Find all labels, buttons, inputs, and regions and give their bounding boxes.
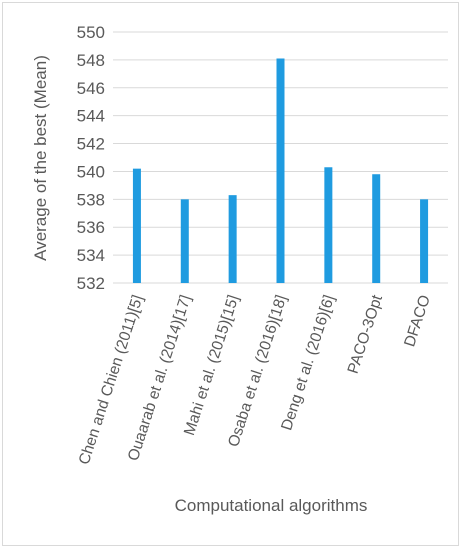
- bar: [420, 199, 429, 283]
- y-tick-label: 542: [77, 135, 105, 154]
- y-tick-label: 540: [77, 162, 105, 181]
- bar: [276, 58, 285, 283]
- y-tick-labels: 532 534 536 538 540 542 544 546 548 550: [77, 23, 105, 293]
- y-tick-label: 536: [77, 218, 105, 237]
- bar: [180, 199, 189, 283]
- x-category-label: Deng et al. (2016)[6]: [278, 293, 338, 433]
- y-axis-label: Average of the best (Mean): [31, 55, 50, 261]
- x-axis-label: Computational algorithms: [175, 496, 368, 515]
- bar: [132, 168, 141, 283]
- bar: [372, 174, 381, 283]
- y-tick-label: 544: [77, 107, 105, 126]
- y-tick-label: 550: [77, 23, 105, 42]
- y-tick-label: 548: [77, 51, 105, 70]
- bar: [228, 195, 237, 283]
- x-category-label: DFACO: [401, 293, 434, 349]
- y-tick-label: 532: [77, 274, 105, 293]
- bars: [132, 58, 429, 283]
- x-category-labels: Chen and Chien (2011)[5]Ouaarab et al. (…: [76, 292, 434, 466]
- y-tick-label: 538: [77, 190, 105, 209]
- bar: [324, 167, 333, 283]
- x-category-label: PACO-3Opt: [345, 292, 387, 375]
- y-tick-label: 534: [77, 246, 105, 265]
- y-tick-label: 546: [77, 79, 105, 98]
